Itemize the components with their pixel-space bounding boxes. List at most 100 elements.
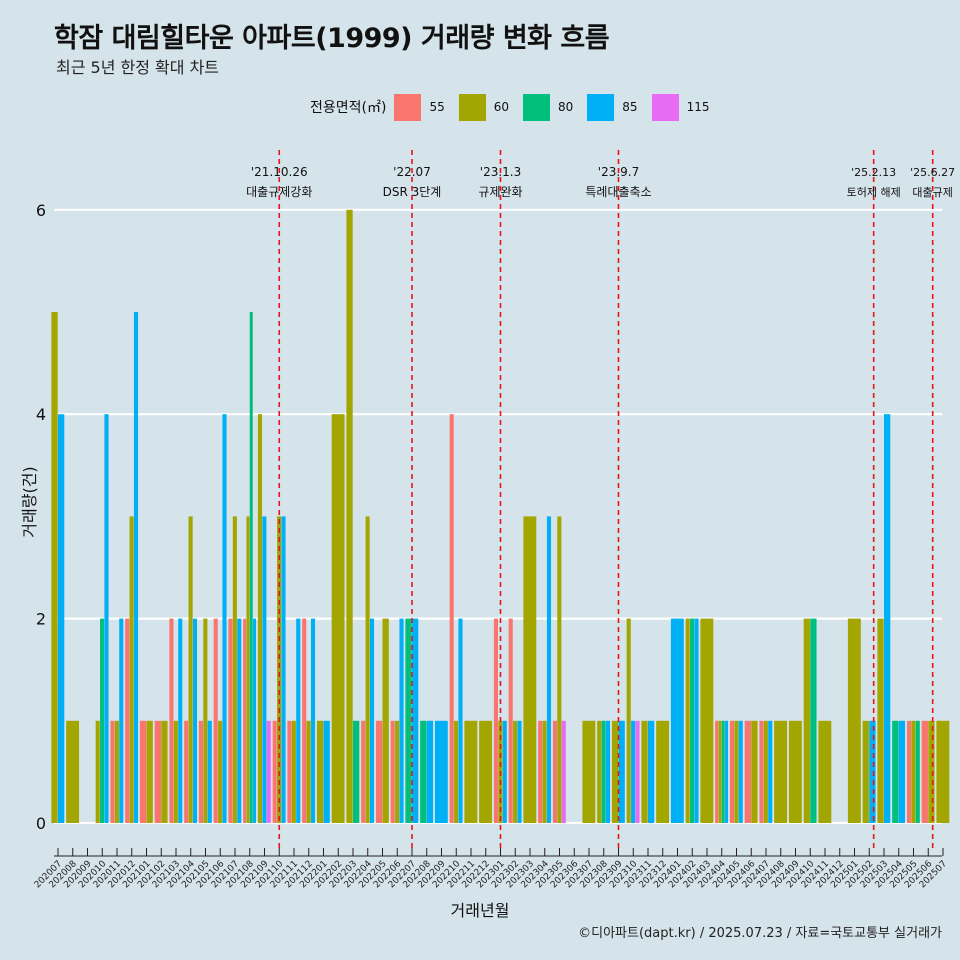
x-axis-label: 거래년월: [450, 901, 510, 920]
bar-202406-55: [744, 720, 751, 823]
bar-202107-85: [237, 618, 242, 823]
bar-202209-85: [434, 720, 448, 823]
bar-202207-80: [405, 618, 412, 823]
legend-item-115: 115: [651, 93, 720, 121]
bar-202506-55: [921, 720, 928, 823]
bar-202404-85: [725, 720, 729, 823]
event-date-0: '21.10.26: [251, 165, 308, 179]
bar-202107-55: [228, 618, 233, 823]
bar-202502-60: [862, 720, 869, 823]
bar-202112-55: [302, 618, 307, 823]
bar-202504-85: [898, 720, 906, 823]
bar-202305-55: [552, 720, 557, 823]
bar-202101-55: [139, 720, 147, 823]
bar-202312-60: [656, 720, 670, 823]
bar-202410-60: [803, 618, 810, 823]
bar-202505-60: [911, 720, 916, 823]
bar-202411-60: [818, 720, 832, 823]
bar-202109-60: [257, 414, 262, 823]
bar-202108-55: [243, 618, 247, 823]
bar-202203-60: [346, 209, 353, 824]
bar-202210-85: [458, 618, 463, 823]
bar-202407-60: [763, 720, 768, 823]
bar-202402-80: [690, 618, 695, 823]
bar-202506-60: [928, 720, 935, 823]
event-date-1: '22.07: [393, 165, 431, 179]
bar-202112-60: [306, 720, 311, 823]
bar-202104-55: [184, 720, 189, 823]
event-label-0: 대출규제강화: [246, 185, 312, 199]
bar-202204-60: [365, 516, 370, 823]
bar-202011-85: [119, 618, 124, 823]
bar-202208-80: [420, 720, 427, 823]
bar-202402-60: [685, 618, 690, 823]
legend-label-60: 60: [493, 100, 510, 114]
bar-202106-85: [222, 414, 227, 823]
bar-202301-55: [493, 618, 498, 823]
bar-202302-85: [517, 720, 522, 823]
bar-202310-85: [631, 720, 636, 823]
bar-202106-60: [218, 720, 223, 823]
event-date-3: '23.9.7: [598, 165, 639, 179]
bar-202206-55: [390, 720, 395, 823]
bar-202203-80: [353, 720, 360, 823]
bar-202204-85: [369, 618, 375, 823]
legend-swatch-60: [458, 93, 486, 121]
bar-202503-85: [884, 414, 891, 823]
bar-202109-115: [266, 720, 271, 823]
bar-202112-85: [310, 618, 316, 823]
legend-item-60: 60: [458, 93, 519, 121]
bar-202106-55: [213, 618, 218, 823]
bar-202407-55: [759, 720, 764, 823]
bar-202304-55: [538, 720, 543, 823]
bar-202404-80: [721, 720, 725, 823]
bar-202111-60: [291, 720, 296, 823]
bar-202304-60: [542, 720, 547, 823]
bar-202405-85: [738, 720, 743, 823]
bar-202311-85: [648, 720, 655, 823]
bar-202308-60: [597, 720, 602, 823]
y-tick-label-4: 4: [36, 405, 46, 424]
legend-label-55: 55: [429, 100, 445, 114]
bar-202307-60: [582, 720, 596, 823]
bar-202206-60: [395, 720, 400, 823]
bar-202204-55: [361, 720, 366, 823]
event-label-3: 특례대출축소: [585, 185, 651, 199]
event-label-4: 토허제 해제: [847, 185, 901, 199]
source-caption: ©디아파트(dapt.kr) / 2025.07.23 / 자료=국토교통부 실…: [578, 926, 942, 941]
bar-202310-60: [626, 618, 631, 823]
bar-202104-60: [188, 516, 193, 823]
bar-202208-85: [426, 720, 434, 823]
bar-202205-60: [382, 618, 389, 823]
bar-202303-60: [523, 516, 537, 823]
legend-swatch-115: [651, 93, 679, 121]
bar-202301-85: [502, 720, 507, 823]
bar-202010-60: [95, 720, 100, 823]
bar-202406-60: [751, 720, 758, 823]
legend-label-85: 85: [622, 100, 638, 114]
event-date-2: '23.1.3: [480, 165, 521, 179]
legend-label-115: 115: [686, 100, 710, 114]
bar-202210-55: [449, 414, 454, 823]
bar-202403-60: [700, 618, 714, 823]
bar-202305-60: [557, 516, 562, 823]
bar-202102-60: [161, 720, 168, 823]
bar-202010-85: [104, 414, 109, 823]
y-tick-label-6: 6: [36, 201, 46, 220]
bar-202210-60: [454, 720, 459, 823]
bar-202103-85: [178, 618, 183, 823]
bar-202212-60: [479, 720, 493, 823]
bar-202108-80: [249, 312, 253, 823]
bar-202304-85: [546, 516, 552, 823]
bar-202008-60: [66, 720, 80, 823]
bar-202104-85: [192, 618, 198, 823]
bar-202109-85: [262, 516, 267, 823]
bar-202404-55: [715, 720, 719, 823]
bar-202309-60: [611, 720, 619, 823]
bar-202201-85: [323, 720, 330, 823]
legend-label-80: 80: [558, 100, 574, 114]
bar-202110-55: [272, 720, 277, 823]
bar-202205-55: [375, 720, 383, 823]
bar-202103-60: [173, 720, 178, 823]
bar-202105-55: [198, 720, 203, 823]
